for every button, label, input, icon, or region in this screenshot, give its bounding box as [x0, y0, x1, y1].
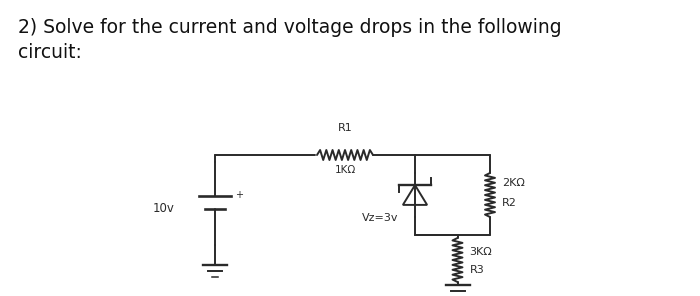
- Text: 2KΩ: 2KΩ: [502, 178, 525, 188]
- Text: R1: R1: [337, 123, 352, 133]
- Text: 3KΩ: 3KΩ: [470, 247, 492, 257]
- Text: 2) Solve for the current and voltage drops in the following
circuit:: 2) Solve for the current and voltage dro…: [18, 18, 561, 62]
- Text: R3: R3: [470, 265, 484, 275]
- Text: 10v: 10v: [153, 202, 175, 215]
- Text: Vz=3v: Vz=3v: [362, 213, 398, 223]
- Text: R2: R2: [502, 198, 517, 208]
- Text: +: +: [235, 191, 243, 200]
- Text: 1KΩ: 1KΩ: [335, 165, 356, 175]
